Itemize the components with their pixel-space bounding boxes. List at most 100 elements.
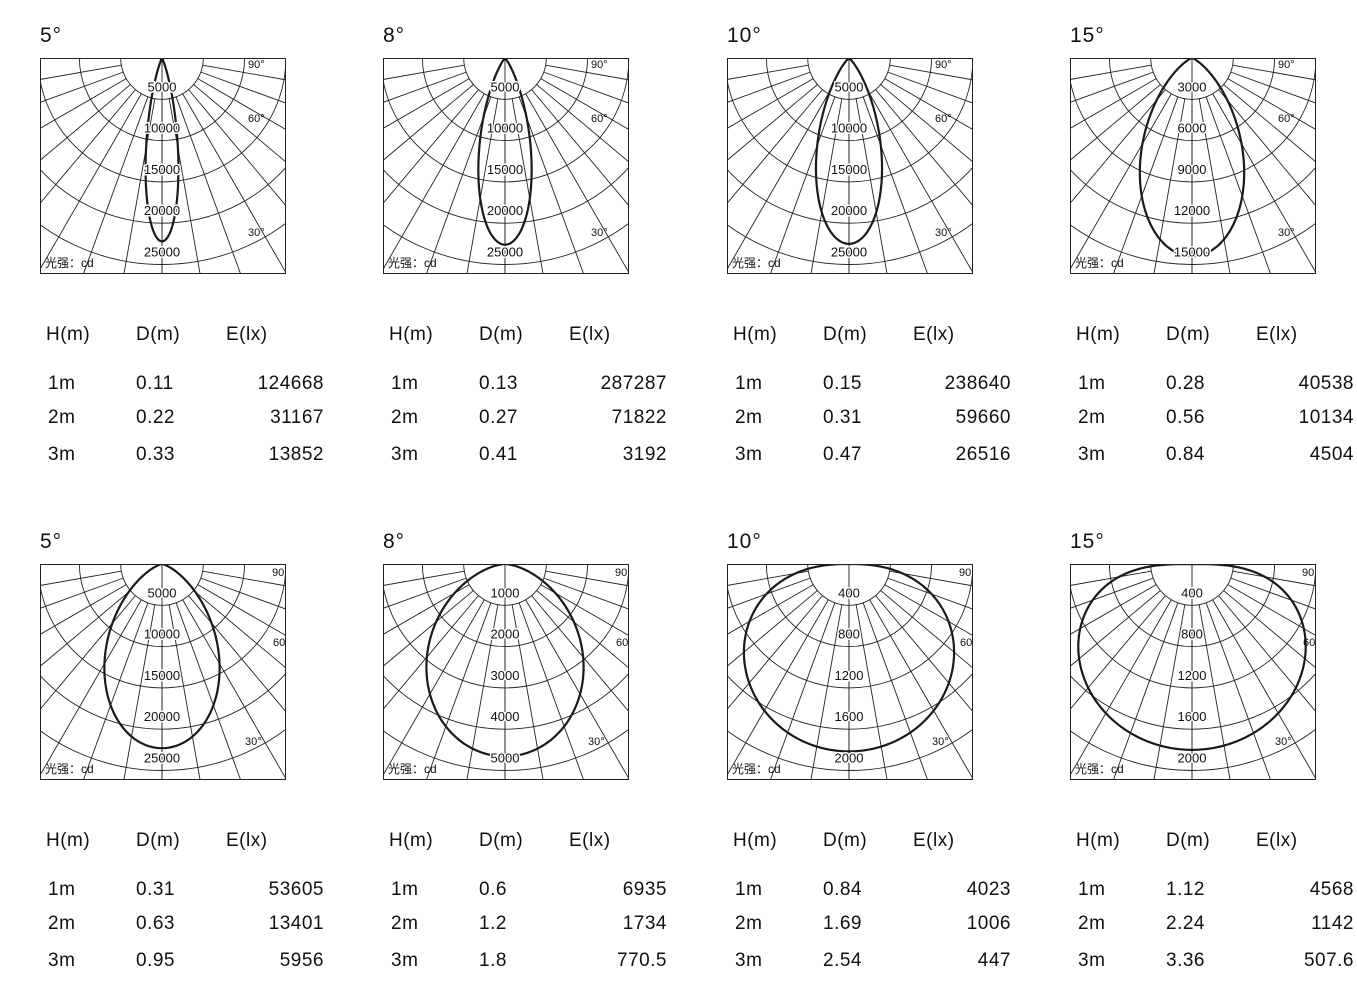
diameter-cell: 1.2 — [479, 913, 507, 934]
diameter-cell: 0.63 — [136, 913, 175, 934]
ring-label: 400 — [838, 585, 860, 600]
header-diameter: D(m) — [479, 830, 524, 851]
table-row: 2m 1.2 1734 — [383, 913, 683, 937]
illuminance-cell: 13401 — [268, 913, 324, 934]
intensity-curve — [144, 58, 180, 243]
table-row: 3m 0.47 26516 — [727, 444, 1027, 468]
header-illuminance: E(lx) — [913, 830, 955, 851]
angle-line — [40, 577, 124, 609]
angle-line — [383, 570, 465, 586]
angle-label: 90° — [1302, 567, 1316, 579]
angle-line — [727, 595, 823, 711]
height-cell: 1m — [1078, 373, 1106, 394]
header-illuminance: E(lx) — [226, 324, 268, 345]
angle-line — [543, 577, 629, 610]
illuminance-cell: 4504 — [1309, 444, 1354, 465]
angle-label: 30° — [591, 227, 608, 239]
unit-label: 光强：cd — [45, 762, 94, 776]
angle-line — [383, 599, 485, 777]
angle-line — [383, 584, 470, 635]
angle-line — [1205, 602, 1272, 780]
angle-label: 90° — [935, 59, 952, 71]
diameter-cell: 0.22 — [136, 407, 175, 428]
ring-label: 4000 — [491, 709, 520, 724]
header-height: H(m) — [733, 324, 778, 345]
height-cell: 3m — [48, 950, 76, 971]
angle-line — [727, 577, 811, 609]
ring-label: 20000 — [144, 203, 180, 218]
angle-line — [197, 584, 286, 637]
illuminance-cell: 770.5 — [616, 950, 667, 971]
ring-label: 5000 — [148, 585, 177, 600]
angle-line — [1070, 595, 1166, 711]
angle-line — [727, 599, 829, 777]
diameter-cell: 0.6 — [479, 879, 507, 900]
table-row: 2m 2.24 1142 — [1070, 913, 1357, 937]
angle-line — [1070, 570, 1152, 586]
unit-label: 光强：cd — [1075, 762, 1124, 776]
diameter-cell: 0.31 — [823, 407, 862, 428]
unit-label: 光强：cd — [388, 762, 437, 776]
angle-line — [168, 98, 201, 274]
illuminance-cell: 1006 — [966, 913, 1011, 934]
angle-line — [40, 71, 124, 103]
beam-angle-title: 8° — [383, 530, 406, 553]
illuminance-cell: 40538 — [1298, 373, 1354, 394]
angle-line — [40, 84, 131, 161]
angle-line — [383, 93, 485, 271]
ring-label: 15000 — [831, 162, 867, 177]
table-header: H(m) D(m) E(lx) — [383, 830, 683, 854]
angle-line — [425, 602, 492, 780]
intensity-curve — [103, 564, 221, 750]
illuminance-cell: 53605 — [268, 879, 324, 900]
illuminance-cell: 3192 — [622, 444, 667, 465]
ring-label: 1600 — [835, 709, 864, 724]
angle-line — [1227, 584, 1316, 637]
table-row: 3m 0.33 13852 — [40, 444, 340, 468]
angle-line — [727, 570, 809, 586]
height-cell: 2m — [48, 913, 76, 934]
angle-line — [889, 64, 973, 81]
angle-line — [40, 584, 127, 635]
diameter-cell: 0.31 — [136, 879, 175, 900]
table-row: 1m 0.13 287287 — [383, 373, 683, 397]
header-diameter: D(m) — [823, 830, 868, 851]
angle-line — [168, 604, 201, 780]
table-row: 1m 0.6 6935 — [383, 879, 683, 903]
angle-line — [40, 599, 142, 777]
angle-line — [727, 584, 814, 635]
angle-line — [188, 89, 286, 207]
angle-label: 30° — [1278, 227, 1295, 239]
illuminance-cell: 59660 — [955, 407, 1011, 428]
ring-label: 10000 — [144, 627, 180, 642]
table-header: H(m) D(m) E(lx) — [1070, 324, 1357, 348]
ring-label: 1000 — [491, 585, 520, 600]
angle-line — [82, 96, 149, 274]
angle-line — [1198, 604, 1231, 780]
angle-line — [545, 64, 629, 81]
height-cell: 1m — [48, 373, 76, 394]
ring-label: 20000 — [144, 709, 180, 724]
angle-line — [855, 98, 888, 274]
illuminance-cell: 507.6 — [1303, 950, 1354, 971]
beam-angle-title: 15° — [1070, 24, 1105, 47]
ring-label: 1200 — [835, 668, 864, 683]
angle-line — [1070, 584, 1157, 635]
table-row: 2m 0.22 31167 — [40, 407, 340, 431]
angle-line — [1070, 84, 1161, 161]
ring-label: 5000 — [148, 79, 177, 94]
illuminance-cell: 6935 — [622, 879, 667, 900]
angle-line — [862, 602, 929, 780]
angle-line — [200, 71, 286, 104]
angle-line — [1205, 96, 1272, 274]
ring-label: 6000 — [1178, 121, 1207, 136]
angle-label: 60° — [1278, 113, 1295, 125]
ring-label: 400 — [1181, 585, 1203, 600]
angle-label: 30° — [245, 736, 262, 748]
angle-line — [727, 71, 811, 103]
angle-line — [518, 602, 585, 780]
angle-line — [1070, 577, 1154, 609]
height-cell: 3m — [735, 444, 763, 465]
angle-line — [525, 93, 629, 274]
diameter-cell: 0.11 — [136, 373, 174, 394]
